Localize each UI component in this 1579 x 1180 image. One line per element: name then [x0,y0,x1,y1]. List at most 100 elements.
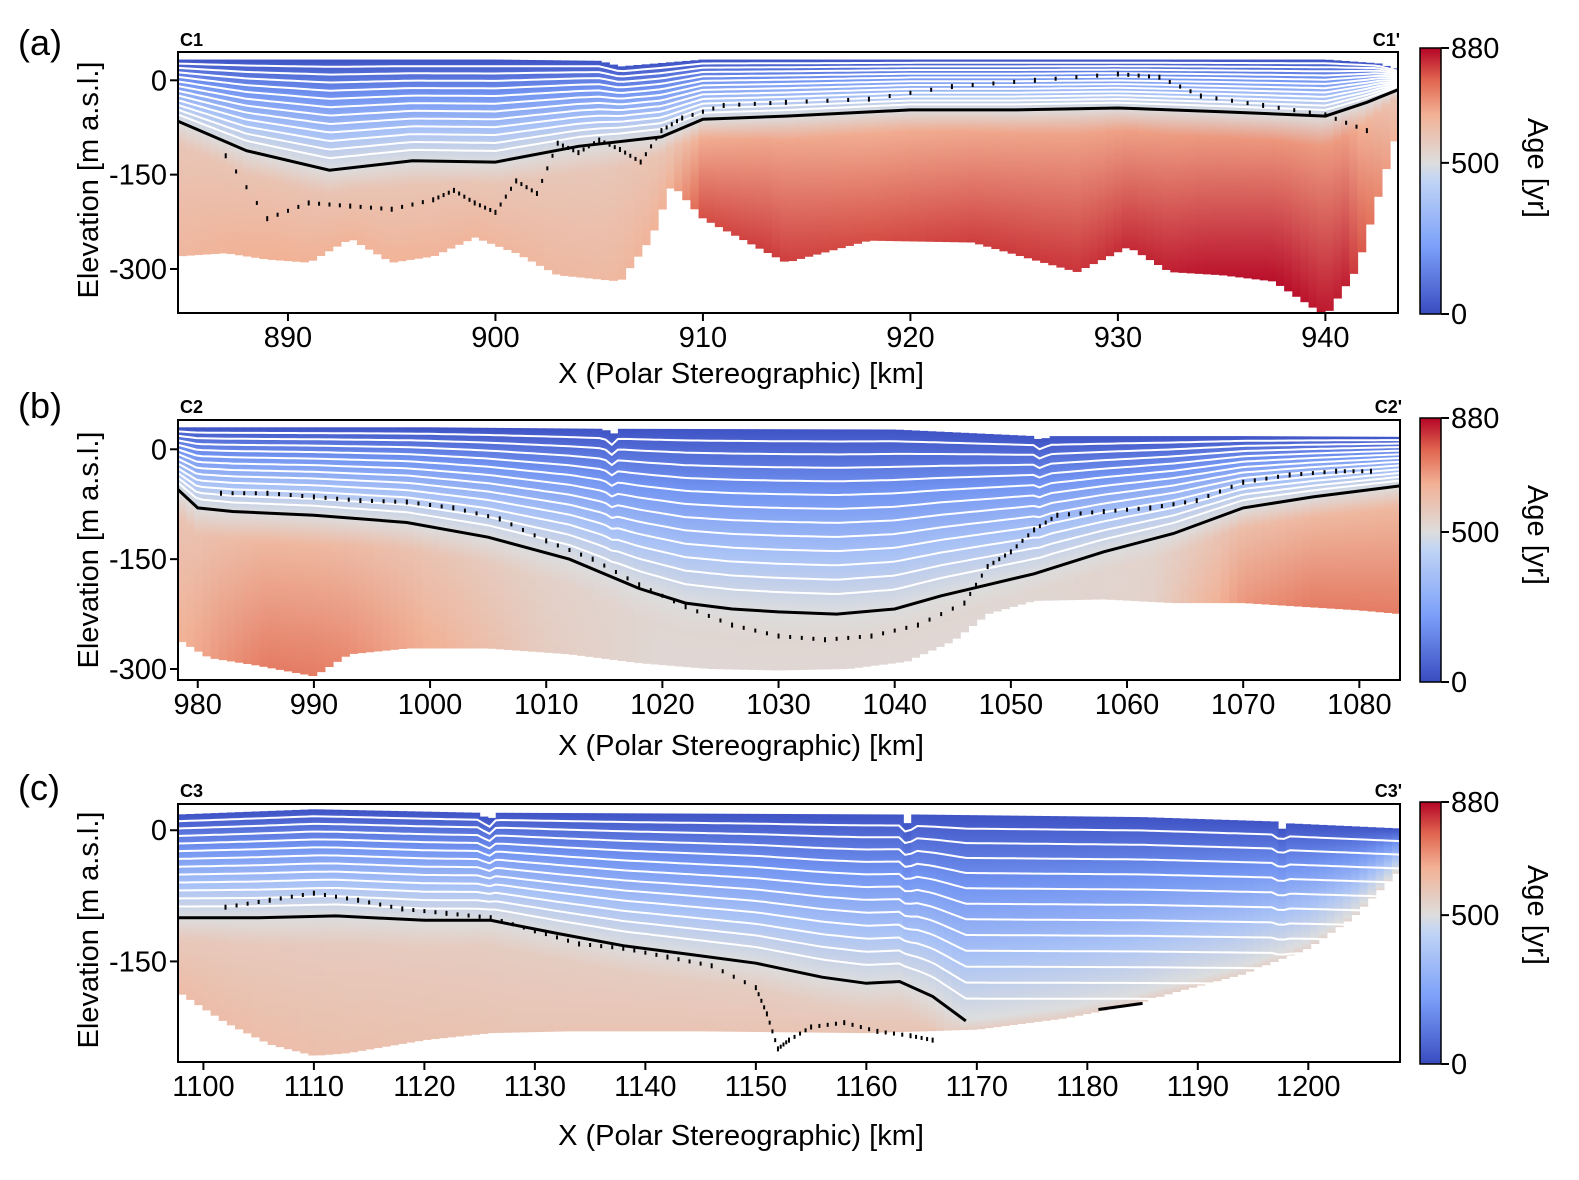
age-field-strip [357,810,367,1051]
age-field-strip [821,429,831,670]
age-field-strip [300,427,310,675]
age-field-strip [194,427,204,652]
age-field-strip [1162,59,1172,270]
age-field-strip [1292,59,1302,297]
radar-point [279,896,282,901]
age-field-strip [1049,436,1059,601]
radar-point [1277,474,1280,479]
radar-point [1013,79,1016,84]
colorbar-tick-label: 880 [1451,787,1499,819]
y-tick-label: 0 [151,65,167,97]
radar-point [423,909,426,914]
radar-point [603,563,606,568]
y-tick-label: -150 [109,946,167,978]
radar-point [1044,520,1047,525]
age-field-strip [1276,59,1285,286]
isochrone-line [178,77,1398,109]
age-field-strip [1041,438,1051,601]
age-field-strip [862,429,872,667]
age-field-strip [1277,436,1287,606]
age-field-strip [1253,820,1263,969]
isochrone-line [178,475,1400,581]
age-field-strip [528,812,538,1033]
radar-point [598,137,601,143]
x-tick-label: 1050 [979,689,1044,721]
isochrone-line [178,430,1400,451]
radar-point [688,959,691,964]
age-field-strip [1178,59,1188,273]
age-field-strip [942,59,952,243]
radar-point [633,948,636,953]
age-field-strip [1041,816,1051,1021]
age-field-strip [446,812,456,1038]
radar-point [950,84,953,90]
plot-frame [177,419,1401,681]
radar-point [255,200,258,205]
radar-point [712,106,715,111]
isochrone-line [178,74,1398,100]
age-field-strip [1171,436,1181,604]
age-field-strip [617,428,627,661]
panel-b: (b) C2 C2' 980 990 1000 1010 1020 1030 1040 105… [18,385,1553,762]
age-field-strip [861,59,871,242]
colorbar-title: Age [yr] [1521,118,1553,218]
radar-point [545,538,548,544]
age-field-strip [1023,59,1033,259]
age-field-strip [943,814,953,1031]
age-field-strip [430,811,440,1040]
age-field-strip [1228,436,1238,604]
age-field-strip [381,427,391,651]
age-field-strip [1131,436,1141,602]
age-field-strip [1267,59,1277,282]
age-field-strip [1237,436,1247,604]
age-field-strip [1383,436,1393,613]
age-field-strip [186,427,196,647]
age-field-strip [1285,823,1295,956]
age-field-strip [968,815,978,1030]
age-field-strip [283,810,293,1050]
radar-point [463,508,466,513]
radar-point [666,954,669,960]
age-field-strip [1324,59,1334,311]
radar-point [1102,509,1105,515]
radar-point [812,636,815,641]
radar-point [370,498,373,503]
radar-point [582,147,585,152]
age-field-strip [1237,820,1247,975]
age-field-strip [1139,436,1149,602]
age-field-strip [406,427,416,649]
age-field-strip [259,811,269,1042]
plot-frame [177,51,1399,314]
radar-point [905,625,908,630]
age-field-strip [992,815,1002,1028]
age-field-strip [471,427,481,649]
radar-point [788,1037,790,1043]
age-field-strip [373,427,383,652]
radar-point [411,202,414,207]
age-field-strip [430,59,440,256]
radar-point [1262,102,1265,108]
age-field-strip [1302,436,1312,608]
radar-point [245,185,248,190]
age-field-strip [413,59,423,259]
age-field-strip [658,813,668,1032]
age-field-strip [234,59,244,256]
isochrone-line [178,443,1400,483]
radar-point [1137,73,1140,78]
age-field-strip [1186,59,1196,274]
age-field-strip [1367,436,1377,612]
radar-point [323,892,326,897]
radar-point [1015,544,1018,549]
radar-point [336,496,339,501]
colorbar-scale [1419,417,1442,683]
radar-point [368,900,371,905]
radar-point [437,195,440,200]
x-tick-label: 920 [886,322,934,354]
radar-point [1311,471,1314,476]
age-field-strip [1391,436,1400,614]
age-field-strip [870,429,880,666]
age-field-strip [674,428,684,667]
age-field-strip [332,427,342,662]
age-field-strip [1194,59,1204,274]
